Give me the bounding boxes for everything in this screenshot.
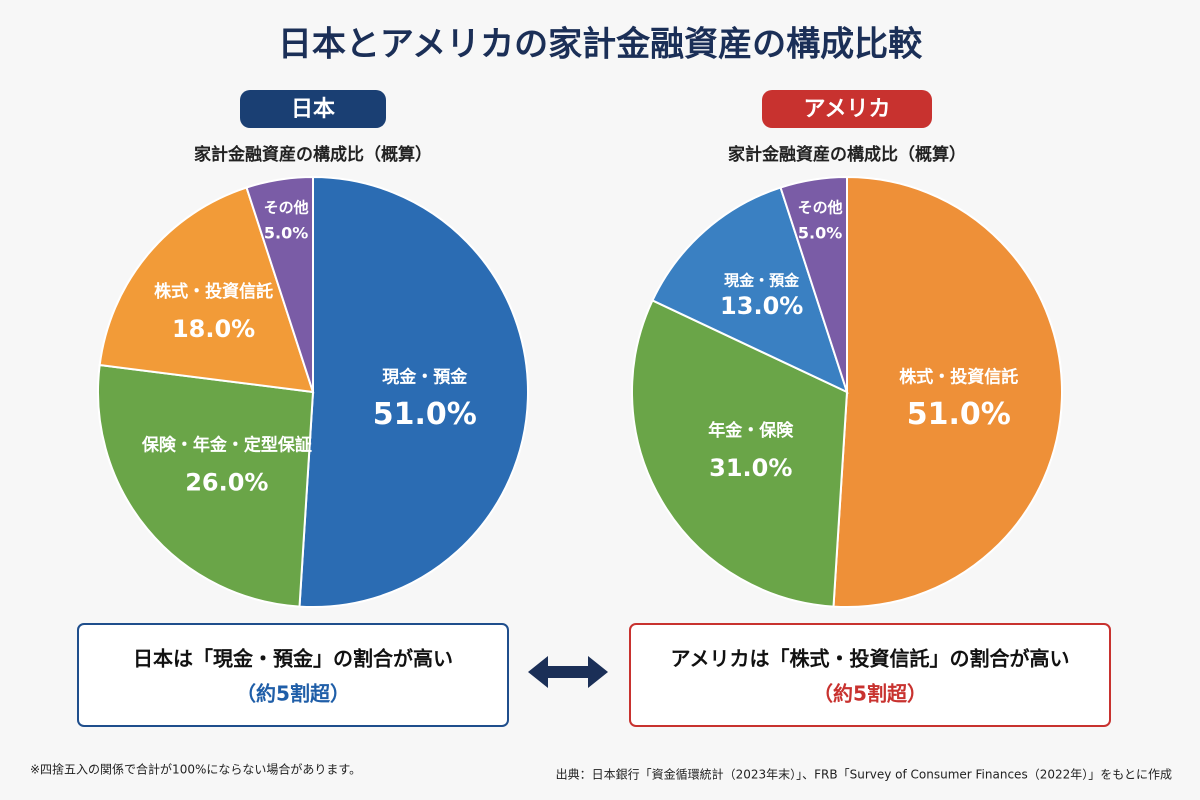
slice-label: 現金・預金 (382, 367, 468, 388)
pie-slice (832, 175, 1063, 608)
pie-slice (651, 186, 849, 394)
slice-label: 年金・保険 (708, 420, 794, 441)
source: 出典：日本銀行「資金循環統計（2023年末）」、FRB「Survey of Co… (556, 767, 1172, 782)
slice-label: 保険・年金・定型保証 (141, 434, 312, 455)
badge-label: 日本 (291, 97, 335, 122)
callout-text: 日本は「現金・預金」の割合が高い (133, 647, 453, 671)
slice-label: 株式・投資信託 (154, 281, 273, 302)
callout-note: （約5割超） (236, 682, 350, 706)
slice-value: 18.0% (172, 315, 255, 343)
callout-box (629, 623, 1111, 727)
subtitle: 家計金融資産の構成比（概算） (728, 144, 966, 165)
callout-box (77, 623, 509, 727)
slice-label: その他 (264, 199, 309, 217)
callout-text: アメリカは「株式・投資信託」の割合が高い (671, 647, 1070, 671)
slice-value: 5.0% (264, 224, 308, 243)
badge-label: アメリカ (804, 97, 891, 122)
slice-value: 31.0% (709, 454, 792, 482)
subtitle: 家計金融資産の構成比（概算） (194, 144, 432, 165)
slice-value: 5.0% (798, 224, 842, 243)
callout-note: （約5割超） (813, 682, 927, 706)
pies: 現金・預金 51.0% 保険・年金・定型保証 26.0% 株式・投資信託 18.0% その他… (97, 175, 1063, 608)
pie-slice (98, 186, 315, 394)
pie-slice (97, 363, 315, 608)
pie-slice (631, 299, 849, 608)
slice-value: 51.0% (907, 397, 1011, 432)
slice-label: その他 (798, 199, 843, 217)
slice-label: 株式・投資信託 (899, 367, 1018, 388)
badge (762, 90, 932, 128)
slice-value: 51.0% (373, 397, 477, 432)
compare-arrow (528, 656, 608, 688)
slice-value: 26.0% (185, 468, 268, 496)
pie-slice (298, 175, 529, 608)
footnote: ※四捨五入の関係で合計が100%にならない場合があります。 (30, 762, 361, 777)
slice-value: 13.0% (720, 292, 803, 320)
badge (240, 90, 386, 128)
pie-slice (245, 175, 314, 393)
slice-label: 現金・預金 (724, 272, 800, 290)
pie-slice (779, 175, 848, 393)
title: 日本とアメリカの家計金融資産の構成比較 (278, 25, 923, 65)
